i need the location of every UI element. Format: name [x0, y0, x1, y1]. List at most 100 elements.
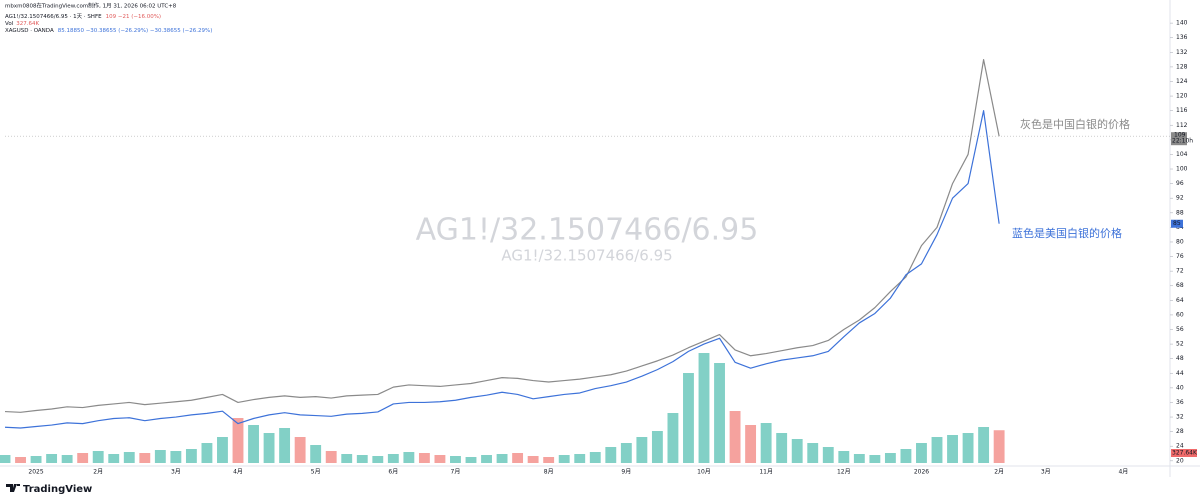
volume-bar	[279, 428, 291, 463]
watermark-sub: AG1!/32.1507466/6.95	[501, 247, 672, 265]
volume-bar	[92, 451, 104, 463]
series-line	[4, 59, 1000, 413]
volume-bar	[496, 454, 508, 463]
y-tick-label: 88	[1176, 209, 1184, 216]
x-tick-label: 5月	[311, 469, 321, 476]
x-tick-label: 9月	[621, 469, 631, 476]
volume-bar	[481, 455, 492, 463]
legend-main: AG1!/32.1507466/6.95 · 1天 · SHFE 109 −21 …	[5, 13, 161, 20]
volume-bar	[993, 430, 1005, 463]
volume-bar	[77, 453, 89, 463]
volume-label: 327.64K	[1172, 450, 1198, 457]
volume-bar	[558, 455, 570, 463]
volume-bar	[962, 433, 974, 463]
volume-bar	[387, 454, 399, 463]
volume-bar	[745, 425, 757, 463]
y-tick-label: 80	[1176, 238, 1184, 245]
y-tick-label: 128	[1176, 63, 1188, 70]
volume-bar	[61, 455, 73, 463]
legend-name: AG1!/32.1507466/6.95 · 1天 · SHFE	[5, 13, 102, 20]
legend-info: 85.18850 −30.38655 (−26.29%) −30.38655 (…	[58, 28, 213, 34]
y-tick-label: 100	[1176, 166, 1188, 173]
y-tick-label: 68	[1176, 282, 1184, 289]
volume-bar	[822, 447, 834, 463]
y-tick-label: 132	[1176, 49, 1188, 56]
volume-bar	[185, 449, 197, 463]
x-tick-label: 12月	[837, 469, 851, 476]
x-tick-label: 6月	[388, 469, 398, 476]
annotation: 灰色是中国白银的价格	[1020, 117, 1130, 131]
y-tick-label: 56	[1176, 326, 1184, 333]
volume-bar	[651, 431, 663, 463]
volume-bar	[139, 453, 151, 463]
legend-volume: Vol 327.64K	[5, 21, 39, 27]
volume-bar	[341, 454, 353, 463]
volume-bar	[403, 452, 415, 463]
brand: TradingView	[23, 484, 92, 495]
volume-bar	[294, 437, 306, 463]
x-tick-label: 4月	[1118, 469, 1128, 476]
price-box	[1171, 219, 1183, 228]
volume-bar	[154, 450, 166, 463]
volume-bar	[108, 454, 120, 463]
volume-bar	[636, 437, 648, 463]
x-tick-label: 2025	[28, 469, 43, 476]
price-label: 85	[1173, 220, 1181, 227]
x-tick-label: 3月	[171, 469, 181, 476]
price-label: 109	[1174, 132, 1186, 139]
y-tick-label: 112	[1176, 122, 1188, 129]
y-tick-label: 44	[1176, 370, 1184, 377]
volume-bar	[170, 451, 182, 463]
price-box	[1171, 132, 1187, 146]
x-tick-label: 4月	[233, 469, 243, 476]
volume-bar	[0, 455, 11, 463]
volume-bar	[418, 453, 430, 463]
y-tick-label: 136	[1176, 34, 1188, 41]
volume-bar	[714, 363, 725, 463]
volume-bar	[310, 445, 322, 463]
x-tick-label: 10月	[697, 469, 711, 476]
volume-bar	[947, 435, 958, 463]
y-tick-label: 72	[1176, 268, 1184, 275]
volume-bar	[372, 456, 384, 463]
x-tick-label: 3月	[1041, 469, 1051, 476]
annotation: 蓝色是美国白银的价格	[1012, 226, 1122, 240]
y-tick-label: 64	[1176, 297, 1184, 304]
y-tick-label: 120	[1176, 93, 1188, 100]
y-tick-label: 28	[1176, 428, 1184, 435]
volume-bar	[434, 455, 446, 463]
x-tick-label: 2026	[914, 469, 929, 476]
volume-bar	[683, 373, 694, 463]
y-tick-label: 32	[1176, 414, 1184, 421]
volume-bar	[201, 443, 213, 463]
y-tick-label: 116	[1176, 107, 1188, 114]
volume-bar	[729, 411, 741, 463]
volume-bar	[869, 455, 881, 463]
y-tick-label: 24	[1176, 443, 1184, 450]
volume-bar	[760, 423, 772, 463]
volume-bar	[884, 453, 896, 463]
y-tick-label: 124	[1176, 78, 1188, 85]
volume-bar	[916, 443, 927, 463]
volume-bar	[667, 413, 679, 463]
volume-bar	[263, 433, 275, 463]
volume-bar	[30, 456, 42, 463]
volume-bar	[232, 418, 244, 463]
volume-bar	[900, 449, 912, 463]
y-tick-label: 40	[1176, 384, 1184, 391]
x-tick-label: 2月	[93, 469, 103, 476]
legend-info: 327.64K	[16, 21, 39, 27]
volume-bar	[838, 451, 850, 463]
volume-bar	[574, 454, 586, 463]
y-tick-label: 60	[1176, 311, 1184, 318]
countdown-label: 22:10h	[1172, 138, 1193, 145]
legend-info: 109 −21 (−16.00%)	[106, 14, 161, 20]
watermark: AG1!/32.1507466/6.95	[416, 213, 759, 248]
y-tick-label: 48	[1176, 355, 1184, 362]
volume-bar	[123, 452, 135, 463]
legend-secondary: XAGUSD · OANDA 85.18850 −30.38655 (−26.29…	[5, 28, 212, 34]
volume-bar	[325, 451, 337, 463]
volume-bar	[450, 456, 461, 463]
volume-bar	[46, 454, 58, 463]
